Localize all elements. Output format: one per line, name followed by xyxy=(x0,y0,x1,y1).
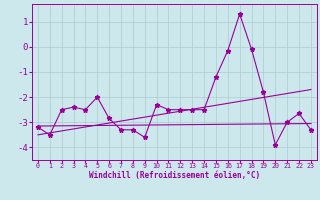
X-axis label: Windchill (Refroidissement éolien,°C): Windchill (Refroidissement éolien,°C) xyxy=(89,171,260,180)
